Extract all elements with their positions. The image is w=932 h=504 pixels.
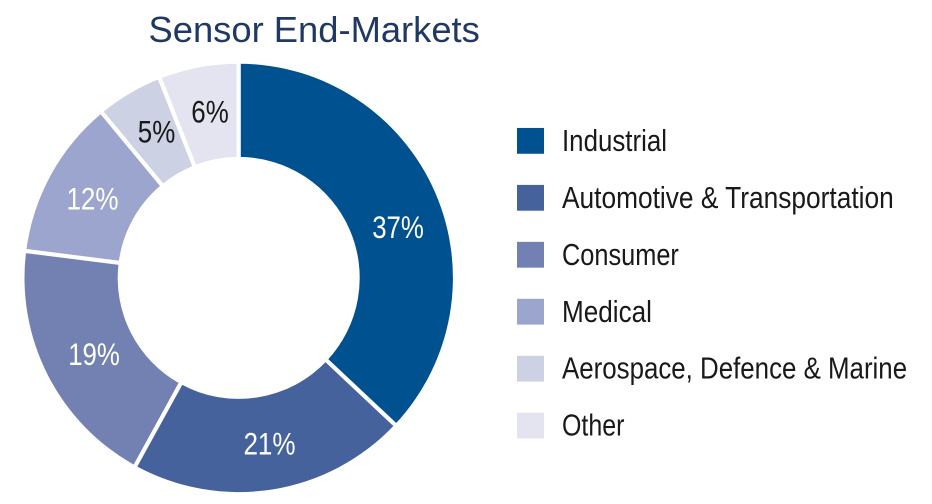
svg-text:Industrial: Industrial [562,124,667,159]
svg-text:Automotive & Transportation: Automotive & Transportation [562,181,894,215]
svg-text:Other: Other [562,408,624,442]
svg-text:Medical: Medical [562,295,652,330]
svg-text:6%: 6% [191,95,228,130]
svg-text:Aerospace, Defence & Marine: Aerospace, Defence & Marine [562,352,907,387]
svg-text:37%: 37% [372,211,424,246]
svg-text:21%: 21% [243,427,295,462]
svg-text:19%: 19% [68,338,120,373]
svg-text:Sensor End-Markets: Sensor End-Markets [149,9,480,50]
svg-text:12%: 12% [66,182,118,217]
svg-text:Consumer: Consumer [562,236,679,271]
svg-text:5%: 5% [138,115,175,150]
